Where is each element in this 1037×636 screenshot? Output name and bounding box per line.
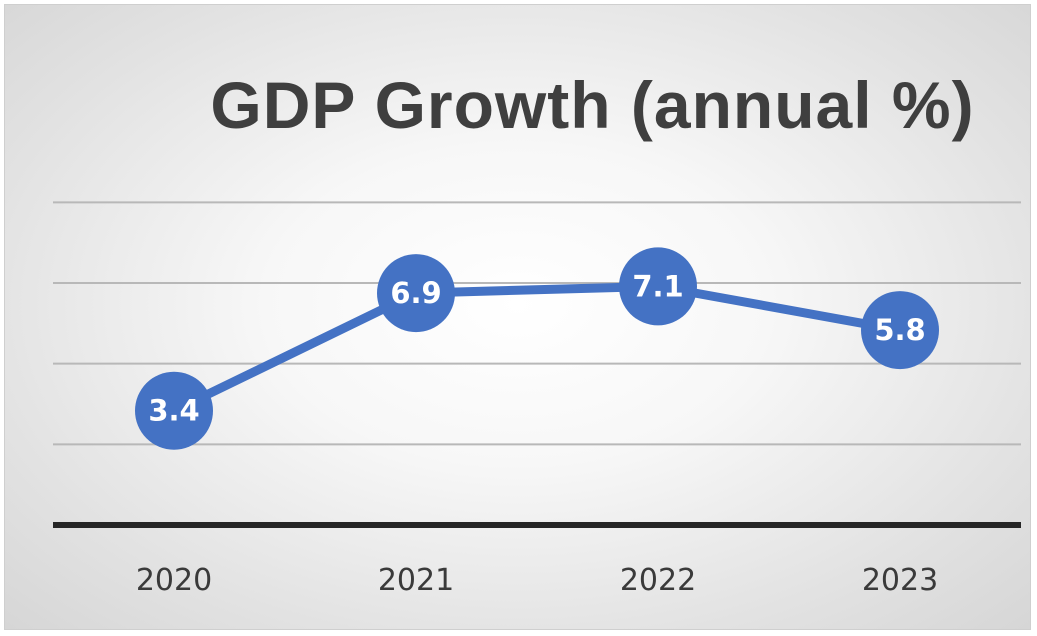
x-tick-label: 2023 [862,563,938,598]
data-point-marker [135,371,213,450]
data-label: 6.9 [390,276,441,310]
chart-area: GDP Growth (annual %) 2020 2021 2022 2023 3.… [4,4,1031,630]
data-point-marker [619,247,697,326]
data-point-marker [377,254,455,333]
x-tick-label: 2021 [378,563,454,598]
plot-area: 2020 2021 2022 2023 3.4 6.9 7.1 5.8 [53,201,1021,598]
x-tick-label: 2022 [620,563,696,598]
data-label: 3.4 [148,394,199,428]
chart-title: GDP Growth (annual %) [210,68,975,142]
x-tick-label: 2020 [136,563,212,598]
series-line [169,281,905,416]
data-point-marker [861,291,939,370]
data-label: 7.1 [632,269,683,303]
data-label: 5.8 [874,313,925,347]
